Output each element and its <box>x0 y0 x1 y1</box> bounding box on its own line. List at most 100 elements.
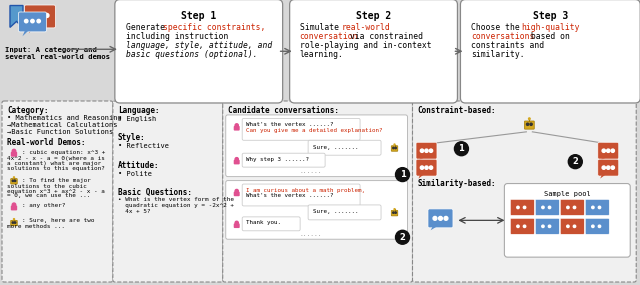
Circle shape <box>602 149 605 152</box>
Circle shape <box>516 206 519 209</box>
Circle shape <box>524 206 526 209</box>
Text: Basic Questions:: Basic Questions: <box>118 188 192 197</box>
Circle shape <box>438 216 442 220</box>
Text: What's the vertex ......?: What's the vertex ......? <box>246 194 333 198</box>
Circle shape <box>24 19 28 23</box>
Circle shape <box>12 180 13 182</box>
Circle shape <box>396 230 410 244</box>
Circle shape <box>607 166 610 169</box>
FancyBboxPatch shape <box>242 184 360 206</box>
Circle shape <box>527 123 529 125</box>
Circle shape <box>454 142 468 156</box>
FancyBboxPatch shape <box>308 140 381 155</box>
FancyBboxPatch shape <box>11 205 17 210</box>
FancyBboxPatch shape <box>11 220 17 226</box>
Text: : any other?: : any other? <box>22 203 65 208</box>
FancyBboxPatch shape <box>223 101 413 282</box>
Circle shape <box>31 13 35 17</box>
FancyBboxPatch shape <box>226 115 408 177</box>
Text: a constant) what are major: a constant) what are major <box>7 161 101 166</box>
Text: quadratic equation y = -2x^2 +: quadratic equation y = -2x^2 + <box>118 203 234 208</box>
Circle shape <box>429 149 433 152</box>
Circle shape <box>530 123 532 125</box>
FancyBboxPatch shape <box>391 210 398 216</box>
Text: • Reflective: • Reflective <box>118 143 169 149</box>
Text: = 0, we can use the ...: = 0, we can use the ... <box>7 194 90 198</box>
Circle shape <box>394 209 395 210</box>
Text: Step 3: Step 3 <box>532 11 568 21</box>
Polygon shape <box>10 5 23 27</box>
FancyBboxPatch shape <box>242 217 300 231</box>
FancyBboxPatch shape <box>290 0 458 103</box>
Circle shape <box>548 225 551 227</box>
Text: specific constraints,: specific constraints, <box>163 23 265 32</box>
FancyBboxPatch shape <box>2 101 113 282</box>
Text: • What is the vertex form of the: • What is the vertex form of the <box>118 198 234 202</box>
FancyBboxPatch shape <box>586 200 609 215</box>
FancyBboxPatch shape <box>391 146 398 151</box>
Polygon shape <box>431 226 437 230</box>
Circle shape <box>235 124 238 127</box>
Text: including instruction: including instruction <box>126 32 228 41</box>
FancyBboxPatch shape <box>460 0 640 103</box>
Text: more methods ...: more methods ... <box>7 224 65 229</box>
Polygon shape <box>22 30 29 36</box>
Text: Step 1: Step 1 <box>181 11 216 21</box>
Text: conversations: conversations <box>472 32 535 41</box>
Circle shape <box>45 13 49 17</box>
FancyBboxPatch shape <box>11 179 17 184</box>
Text: Sure, .......: Sure, ....... <box>312 145 358 150</box>
Text: What's the vertex ......?: What's the vertex ......? <box>246 122 333 127</box>
Circle shape <box>566 206 569 209</box>
Text: solutions to this equation?: solutions to this equation? <box>7 166 105 171</box>
Text: Can you give me a detailed explanation?: Can you give me a detailed explanation? <box>246 128 382 133</box>
FancyBboxPatch shape <box>242 153 325 167</box>
Text: Category:: Category: <box>7 106 49 115</box>
Text: →Basic Function Solutions: →Basic Function Solutions <box>7 129 113 135</box>
Text: Step 2: Step 2 <box>356 11 391 21</box>
Text: basic questions (optional).: basic questions (optional). <box>126 50 257 59</box>
Circle shape <box>541 225 544 227</box>
Text: via constrained: via constrained <box>344 32 422 41</box>
Circle shape <box>516 225 519 227</box>
Text: 1: 1 <box>399 170 406 179</box>
Text: I am curious about a math problem,: I am curious about a math problem, <box>246 188 365 193</box>
Text: Language:: Language: <box>118 106 159 115</box>
Text: language, style, attitude, and: language, style, attitude, and <box>126 41 272 50</box>
Circle shape <box>566 225 569 227</box>
Text: Input: A category and
several real-world demos: Input: A category and several real-world… <box>5 47 110 60</box>
Text: Thank you.: Thank you. <box>246 220 281 225</box>
Circle shape <box>14 180 16 182</box>
Text: real-world: real-world <box>342 23 390 32</box>
FancyBboxPatch shape <box>535 218 559 234</box>
Circle shape <box>602 166 605 169</box>
FancyBboxPatch shape <box>308 205 381 220</box>
Circle shape <box>607 149 610 152</box>
FancyBboxPatch shape <box>413 101 636 282</box>
FancyBboxPatch shape <box>242 118 360 140</box>
Text: solutions to the cubic: solutions to the cubic <box>7 184 87 189</box>
FancyBboxPatch shape <box>510 218 534 234</box>
FancyBboxPatch shape <box>234 223 240 228</box>
Text: Real-world Demos:: Real-world Demos: <box>7 138 86 147</box>
Text: learning.: learning. <box>300 50 344 59</box>
FancyBboxPatch shape <box>234 192 240 196</box>
Text: Style:: Style: <box>118 133 146 142</box>
Circle shape <box>444 216 448 220</box>
FancyBboxPatch shape <box>598 142 619 159</box>
Text: • Mathematics and Reasoning: • Mathematics and Reasoning <box>7 115 122 121</box>
Text: equation x^3 + ax^2 - x - a: equation x^3 + ax^2 - x - a <box>7 188 105 194</box>
Circle shape <box>12 149 16 153</box>
Circle shape <box>13 177 15 178</box>
Text: ......: ...... <box>300 232 322 237</box>
Text: Sure, .......: Sure, ....... <box>312 209 358 214</box>
Circle shape <box>433 216 437 220</box>
Polygon shape <box>600 175 605 179</box>
Circle shape <box>37 19 40 23</box>
Polygon shape <box>419 158 424 162</box>
Text: : Sure, here are two: : Sure, here are two <box>22 218 95 223</box>
FancyBboxPatch shape <box>510 200 534 215</box>
Text: →Mathematical Calculations: →Mathematical Calculations <box>7 122 118 128</box>
Text: role-playing and in-context: role-playing and in-context <box>300 41 431 50</box>
Text: Candidate conversations:: Candidate conversations: <box>228 106 339 115</box>
